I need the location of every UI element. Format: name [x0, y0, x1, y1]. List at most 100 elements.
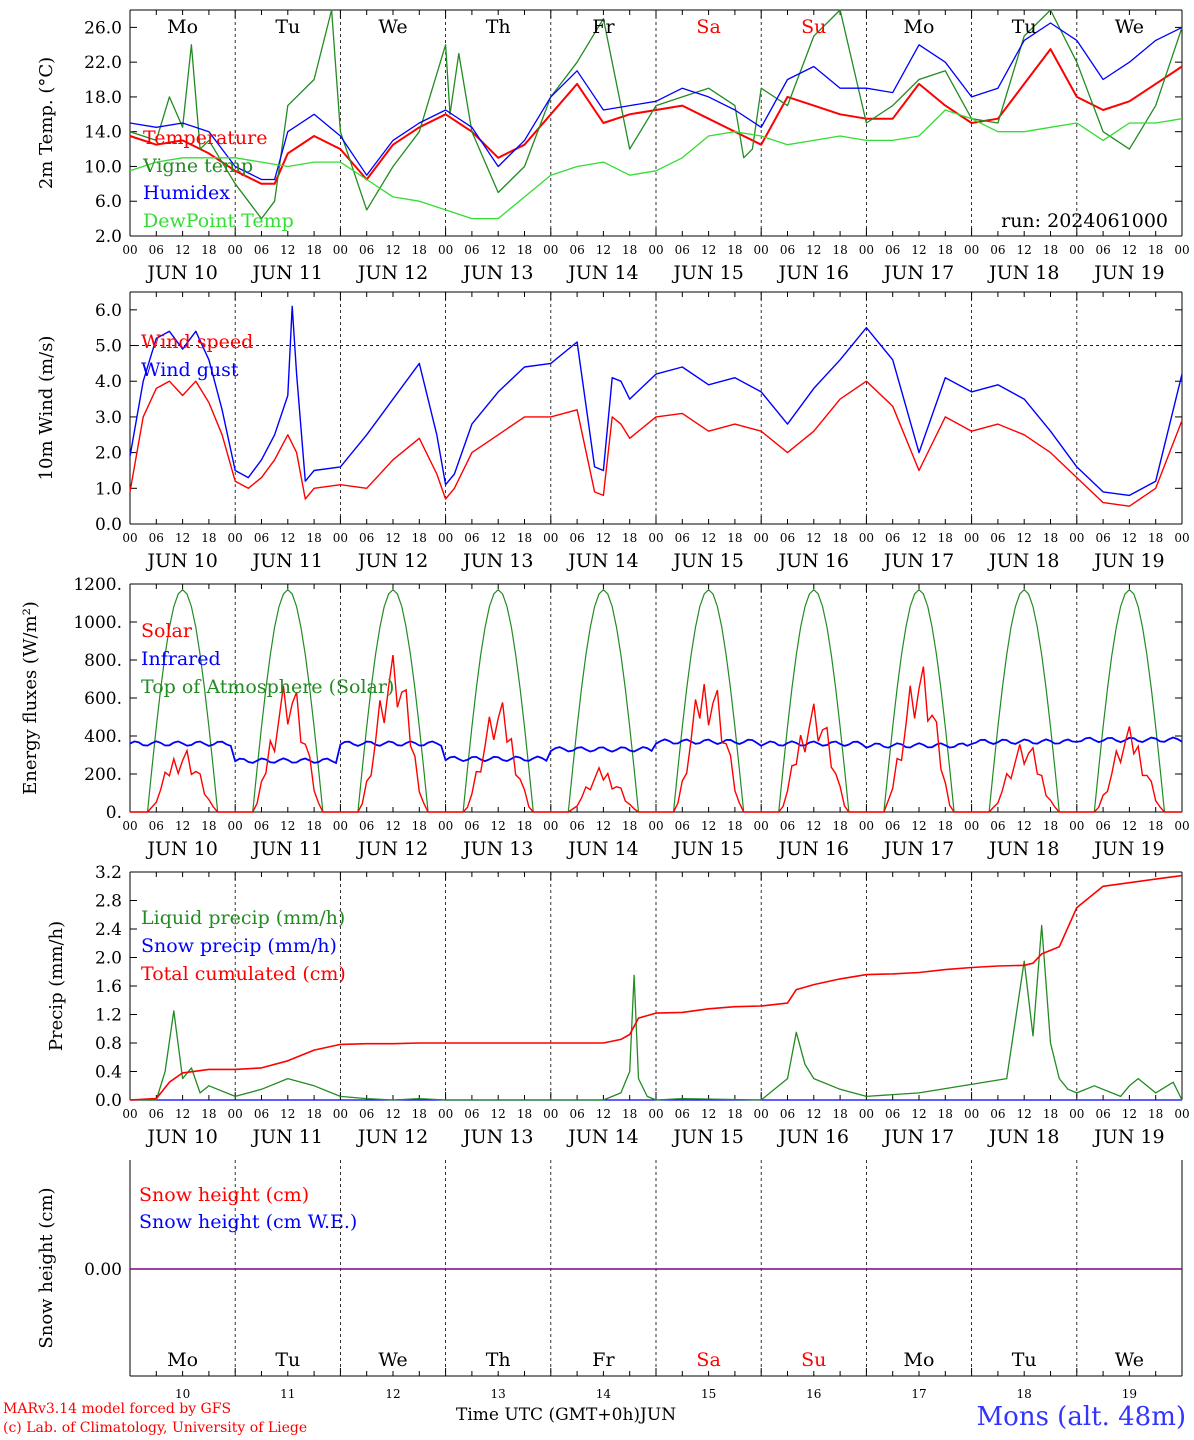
- day-number: 14: [596, 1387, 612, 1401]
- day-name-bottom: Th: [486, 1349, 511, 1371]
- day-name-top: Sa: [696, 16, 720, 38]
- hour-label: 12: [385, 819, 400, 833]
- legend-temp-2: Vigne temp: [142, 155, 253, 177]
- wind-tick-label: 4.0: [95, 372, 122, 392]
- flux-tick-label: 0.: [106, 803, 122, 823]
- wind-tick-label: 0.0: [95, 515, 122, 535]
- legend-precip-3: Total cumulated (cm): [141, 963, 346, 985]
- legend-temp-3: Humidex: [143, 182, 230, 204]
- hour-label: 12: [1017, 819, 1032, 833]
- hour-label: 06: [1095, 243, 1110, 257]
- precip-tick-label: 0.8: [95, 1034, 122, 1054]
- hour-label: 06: [149, 1107, 164, 1121]
- hour-label: 06: [254, 243, 269, 257]
- hour-label: 00: [333, 531, 348, 545]
- day-name-top: Tu: [275, 16, 300, 38]
- hour-label: 06: [990, 1107, 1005, 1121]
- hour-label: 00: [543, 531, 558, 545]
- hour-label: 18: [1148, 1107, 1163, 1121]
- date-label: JUN 12: [356, 838, 428, 860]
- temp-tick-label: 10.0: [84, 157, 122, 177]
- y-axis-title: 2m Temp. (°C): [36, 57, 57, 189]
- hour-label: 12: [1122, 819, 1137, 833]
- hour-label: 00: [1069, 243, 1084, 257]
- hour-label: 18: [412, 1107, 427, 1121]
- wind-series-1: [129, 380, 1183, 507]
- date-label: JUN 12: [356, 262, 428, 284]
- date-label: JUN 10: [145, 1126, 217, 1148]
- hour-label: 18: [832, 531, 847, 545]
- hour-label: 00: [648, 243, 663, 257]
- hour-label: 12: [175, 531, 190, 545]
- hour-label: 06: [254, 531, 269, 545]
- hour-label: 06: [464, 531, 479, 545]
- hour-label: 12: [911, 531, 926, 545]
- hour-label: 12: [280, 531, 295, 545]
- hour-label: 12: [491, 531, 506, 545]
- day-name-bottom: Tu: [275, 1349, 300, 1371]
- hour-label: 12: [701, 243, 716, 257]
- hour-label: 06: [149, 243, 164, 257]
- hour-label: 18: [622, 1107, 637, 1121]
- hour-label: 12: [806, 819, 821, 833]
- snow-tick-label: 0.00: [84, 1260, 122, 1280]
- day-number: 19: [1122, 1387, 1137, 1401]
- flux-tick-label: 600.: [84, 689, 122, 709]
- hour-label: 18: [938, 819, 953, 833]
- date-label: JUN 15: [671, 1126, 743, 1148]
- temp-tick-label: 18.0: [84, 88, 122, 108]
- hour-label: 12: [701, 819, 716, 833]
- day-name-top: Th: [486, 16, 511, 38]
- date-label: JUN 14: [566, 838, 638, 860]
- date-label: JUN 19: [1092, 262, 1164, 284]
- day-number: 11: [280, 1387, 295, 1401]
- hour-label: 18: [201, 1107, 216, 1121]
- date-label: JUN 18: [987, 262, 1059, 284]
- hour-label: 18: [832, 819, 847, 833]
- flux-tick-label: 200.: [84, 765, 122, 785]
- y-axis-title: Snow height (cm): [36, 1187, 57, 1348]
- date-label: JUN 10: [145, 550, 217, 572]
- footer-model: MARv3.14 model forced by GFS: [3, 1401, 232, 1417]
- hour-label: 06: [254, 1107, 269, 1121]
- date-label: JUN 19: [1092, 838, 1164, 860]
- hour-label: 00: [859, 819, 874, 833]
- date-label: JUN 17: [882, 838, 954, 860]
- hour-label: 18: [1043, 819, 1058, 833]
- hour-label: 06: [675, 243, 690, 257]
- temp-series-2: [129, 9, 1183, 220]
- precip-tick-label: 2.4: [95, 920, 122, 940]
- hour-label: 06: [359, 819, 374, 833]
- hour-label: 00: [228, 243, 243, 257]
- hour-label: 06: [569, 531, 584, 545]
- date-label: JUN 15: [671, 262, 743, 284]
- precip-tick-label: 0.0: [95, 1091, 122, 1111]
- day-name-top: We: [378, 16, 407, 38]
- hour-label: 18: [412, 243, 427, 257]
- hour-label: 18: [517, 819, 532, 833]
- day-number: 15: [701, 1387, 716, 1401]
- hour-label: 06: [464, 243, 479, 257]
- day-number: 17: [911, 1387, 926, 1401]
- hour-label: 12: [491, 243, 506, 257]
- hour-label: 00: [1174, 1107, 1189, 1121]
- hour-label: 00: [648, 531, 663, 545]
- hour-label: 06: [569, 1107, 584, 1121]
- date-label: JUN 16: [777, 550, 849, 572]
- hour-label: 06: [885, 243, 900, 257]
- hour-label: 00: [964, 243, 979, 257]
- day-name-bottom: We: [378, 1349, 407, 1371]
- hour-label: 12: [280, 1107, 295, 1121]
- precip-tick-label: 2.8: [95, 892, 122, 912]
- hour-label: 00: [754, 819, 769, 833]
- hour-label: 18: [727, 1107, 742, 1121]
- precip-tick-label: 0.4: [95, 1063, 122, 1083]
- hour-label: 12: [596, 531, 611, 545]
- precip-tick-label: 1.6: [95, 977, 122, 997]
- panel-2: 00 06 12 18 00 06 12 18 00 06 12 18 00 06 12 18 00 06 12 18…: [122, 291, 1190, 572]
- hour-label: 12: [806, 531, 821, 545]
- hour-label: 18: [412, 531, 427, 545]
- date-label: JUN 16: [777, 1126, 849, 1148]
- hour-label: 18: [622, 531, 637, 545]
